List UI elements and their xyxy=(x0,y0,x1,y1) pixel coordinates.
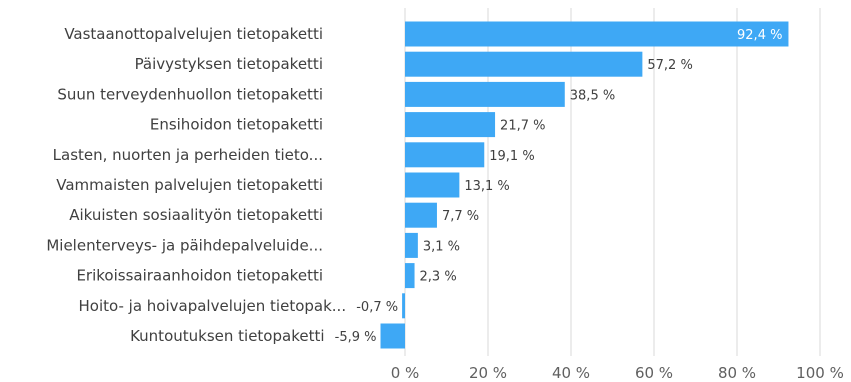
bar xyxy=(380,323,405,349)
category-label: Ensihoidon tietopaketti xyxy=(150,116,323,134)
category-label: Mielenterveys- ja päihdepalveluide... xyxy=(46,236,323,254)
x-tick-label: 20 % xyxy=(469,364,507,382)
bar xyxy=(405,21,789,47)
bars xyxy=(380,21,789,349)
data-labels: 92,4 % 57,2 % 38,5 % 21,7 % 19,1 % 13,1 % 7,7 … xyxy=(335,28,783,345)
data-label: 2,3 % xyxy=(420,270,457,285)
bar xyxy=(405,232,418,258)
data-label: 38,5 % xyxy=(570,88,615,103)
data-label: 21,7 % xyxy=(500,119,545,134)
x-tick-label: 0 % xyxy=(391,364,420,382)
x-axis-ticks: 0 % 20 % 40 % 60 % 80 % 100 % xyxy=(391,364,844,382)
data-label: 7,7 % xyxy=(442,209,479,224)
bar xyxy=(405,142,485,168)
category-label: Vammaisten palvelujen tietopaketti xyxy=(56,176,323,194)
bar xyxy=(405,202,437,228)
category-label: Aikuisten sosiaalityön tietopaketti xyxy=(69,206,323,224)
category-label: Vastaanottopalvelujen tietopaketti xyxy=(64,25,323,43)
bar xyxy=(402,293,405,319)
data-label: 19,1 % xyxy=(489,149,534,164)
data-label: 57,2 % xyxy=(647,58,692,73)
category-label: Erikoissairaanhoidon tietopaketti xyxy=(76,267,323,285)
category-labels: Vastaanottopalvelujen tietopaketti Päivys… xyxy=(46,25,346,345)
data-label: -0,7 % xyxy=(356,300,398,315)
category-label: Lasten, nuorten ja perheiden tieto... xyxy=(53,146,323,164)
data-label: 92,4 % xyxy=(737,28,782,43)
bar xyxy=(405,263,415,289)
bar xyxy=(405,172,460,198)
data-label: 3,1 % xyxy=(423,239,460,254)
x-tick-label: 80 % xyxy=(718,364,756,382)
bar xyxy=(405,51,643,77)
category-label: Hoito- ja hoivapalvelujen tietopak... xyxy=(79,297,347,315)
bar xyxy=(405,112,496,138)
category-label: Päivystyksen tietopaketti xyxy=(135,55,323,73)
category-label: Kuntoutuksen tietopaketti xyxy=(130,327,324,345)
category-label: Suun terveydenhuollon tietopaketti xyxy=(57,85,323,103)
data-label: -5,9 % xyxy=(335,330,377,345)
bar xyxy=(405,81,565,107)
x-tick-label: 60 % xyxy=(635,364,673,382)
data-label: 13,1 % xyxy=(464,179,509,194)
x-tick-label: 40 % xyxy=(552,364,590,382)
x-tick-label: 100 % xyxy=(796,364,844,382)
